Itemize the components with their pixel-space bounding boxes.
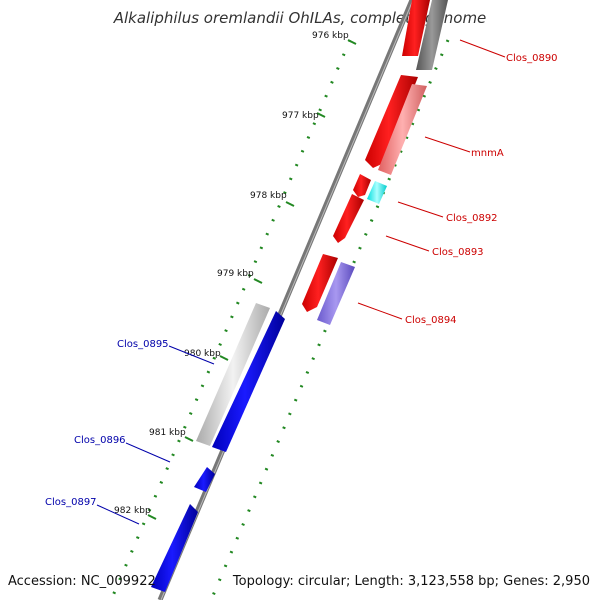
ruler-tick bbox=[184, 436, 194, 442]
genome-summary-text: Topology: circular; Length: 3,123,558 bp… bbox=[232, 574, 590, 589]
cog-bar-clos-0895[interactable] bbox=[196, 303, 270, 446]
cds-forward-track bbox=[151, 311, 285, 592]
accession-text: Accession: NC_009922 bbox=[8, 574, 156, 589]
leader-clos-0895 bbox=[168, 345, 215, 365]
gene-label-clos-0892[interactable]: Clos_0892 bbox=[446, 213, 498, 224]
gene-label-clos-0896[interactable]: Clos_0896 bbox=[74, 435, 126, 446]
ruler-tick bbox=[316, 112, 326, 118]
genome-backbone bbox=[157, 0, 415, 600]
ruler-ticks bbox=[147, 39, 357, 520]
gene-label-mnma[interactable]: mnmA bbox=[471, 148, 504, 159]
gene-arrow-clos-0895[interactable] bbox=[212, 311, 285, 452]
leader-clos-0890 bbox=[459, 39, 506, 58]
ruler-tick bbox=[285, 201, 295, 207]
map-title: Alkaliphilus oremlandii OhILAs, complete… bbox=[113, 9, 487, 27]
leader-clos-0893 bbox=[385, 235, 430, 252]
label-leaders bbox=[96, 39, 506, 525]
ruler-tick-label: 980 kbp bbox=[184, 349, 221, 359]
ruler-tick bbox=[219, 355, 229, 361]
cog-reverse-track bbox=[317, 0, 448, 325]
ruler-tick bbox=[147, 514, 157, 520]
gene-labels: Clos_0890 mnmA Clos_0892 Clos_0893 Clos_… bbox=[45, 53, 558, 508]
cog-bar-clos-0894[interactable] bbox=[317, 262, 355, 325]
ruler-tick bbox=[253, 278, 263, 284]
genome-backbone-highlight bbox=[160, 0, 414, 600]
leader-clos-0894 bbox=[357, 302, 403, 320]
ruler-tick-label: 977 kbp bbox=[282, 111, 319, 121]
gene-label-clos-0893[interactable]: Clos_0893 bbox=[432, 247, 484, 258]
cds-reverse-track bbox=[302, 0, 430, 312]
gene-label-clos-0895[interactable]: Clos_0895 bbox=[117, 339, 169, 350]
gene-arrow-clos-0894[interactable] bbox=[302, 254, 338, 312]
cog-bar-clos-0890[interactable] bbox=[416, 0, 448, 70]
leader-clos-0892 bbox=[397, 201, 444, 218]
gene-arrow-clos-0892[interactable] bbox=[353, 174, 371, 197]
gene-arrow-clos-0893[interactable] bbox=[333, 194, 364, 243]
leader-clos-0896 bbox=[125, 442, 171, 463]
gene-arrow-clos-0897[interactable] bbox=[151, 504, 198, 592]
cog-bar-mnma[interactable] bbox=[378, 84, 427, 175]
ruler-tick-label: 978 kbp bbox=[250, 191, 287, 201]
gene-label-clos-0897[interactable]: Clos_0897 bbox=[45, 497, 97, 508]
gene-arrow-clos-0896[interactable] bbox=[194, 467, 215, 492]
gene-label-clos-0890[interactable]: Clos_0890 bbox=[506, 53, 558, 64]
ruler-tick-labels: 976 kbp 977 kbp 978 kbp 979 kbp 980 kbp … bbox=[114, 31, 349, 516]
gene-arrow-clos-0890[interactable] bbox=[402, 0, 430, 56]
cog-bar-clos-0892[interactable] bbox=[367, 181, 387, 204]
ruler-tick-label: 979 kbp bbox=[217, 269, 254, 279]
ruler-tick bbox=[347, 39, 357, 45]
gene-arrow-mnma[interactable] bbox=[365, 75, 418, 168]
ruler-tick-label: 976 kbp bbox=[312, 31, 349, 41]
ruler-tick-label: 981 kbp bbox=[149, 428, 186, 438]
gene-label-clos-0894[interactable]: Clos_0894 bbox=[405, 315, 457, 326]
leader-mnma bbox=[424, 136, 471, 153]
ruler-tick-label: 982 kbp bbox=[114, 506, 151, 516]
leader-clos-0897 bbox=[96, 504, 140, 525]
